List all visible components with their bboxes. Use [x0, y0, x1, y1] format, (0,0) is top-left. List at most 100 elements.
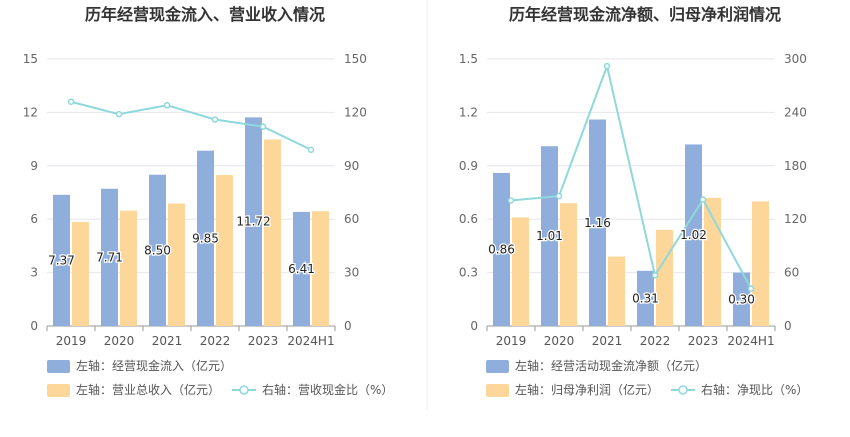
- y-left-tick-label: 9: [30, 159, 38, 173]
- ratio-point: [651, 272, 659, 279]
- bar-net-cashflow: [685, 144, 702, 326]
- y-left-tick-label: 0.9: [459, 159, 478, 173]
- y-right-tick-label: 0: [344, 319, 352, 333]
- y-right-tick-label: 180: [784, 159, 807, 173]
- bar-data-label: 8.50: [144, 243, 171, 257]
- x-tick-label: 2023: [688, 334, 719, 348]
- y-left-tick-label: 1.2: [459, 105, 478, 119]
- bar-revenue: [72, 221, 89, 326]
- y-left-tick-label: 12: [23, 105, 38, 119]
- x-tick-label: 2024H1: [727, 334, 774, 348]
- bar-data-label: 0.30: [728, 292, 755, 306]
- bar-revenue: [168, 203, 185, 326]
- y-right-tick-label: 90: [344, 159, 359, 173]
- x-tick-label: 2022: [200, 334, 231, 348]
- x-tick-label: 2019: [56, 334, 87, 348]
- y-left-tick-label: 3: [30, 266, 38, 280]
- ratio-point: [67, 98, 75, 105]
- bar-data-label: 1.01: [536, 229, 563, 243]
- ratio-point: [163, 102, 171, 109]
- ratio-point: [211, 116, 219, 123]
- bar-net-cashflow: [541, 146, 558, 326]
- y-right-tick-label: 300: [784, 52, 807, 66]
- ratio-point: [507, 197, 515, 204]
- bar-data-label: 1.16: [584, 216, 611, 230]
- bar-cash-inflow: [149, 174, 166, 326]
- bar-cash-inflow: [293, 211, 310, 326]
- y-left-tick-label: 0: [470, 319, 478, 333]
- bar-data-label: 7.37: [48, 253, 75, 267]
- bar-data-label: 0.86: [488, 242, 515, 256]
- chart-net-cashflow-profit: 历年经营现金流净额、归母净利润情况 0 0.3 0.6 0.9 1.2 1.5 0 60 120 1…: [459, 5, 808, 397]
- bar-data-label: 6.41: [288, 262, 315, 276]
- ratio-point: [115, 110, 123, 118]
- ratio-point: [555, 192, 563, 200]
- bar-data-label: 11.72: [236, 215, 270, 229]
- legend-label: 右轴：净现比（%）: [701, 382, 808, 397]
- x-tick-label: 2020: [544, 334, 575, 348]
- bar-net-profit: [752, 201, 769, 326]
- bar-cash-inflow: [101, 188, 118, 326]
- legend-label: 左轴：归母净利润（亿元）: [515, 382, 659, 397]
- bar-revenue: [216, 175, 233, 326]
- x-tick-label: 2023: [248, 334, 279, 348]
- bar-net-profit: [656, 229, 673, 326]
- legend-swatch-marker: [239, 385, 249, 395]
- legend-swatch-bar: [486, 360, 509, 373]
- x-tick-label: 2022: [640, 334, 671, 348]
- y-right-tick-label: 0: [784, 319, 792, 333]
- ratio-point: [699, 196, 707, 203]
- legend-label: 左轴：经营现金流入（亿元）: [76, 358, 232, 373]
- bar-net-cashflow: [733, 272, 750, 326]
- y-left-tick-label: 15: [23, 52, 38, 66]
- ratio-line: [70, 100, 312, 151]
- legend-label: 右轴：营收现金比（%）: [262, 382, 393, 397]
- bar-net-cashflow: [493, 172, 510, 326]
- bar-revenue: [264, 139, 281, 326]
- bar-net-profit: [704, 197, 721, 326]
- x-tick-label: 2020: [104, 334, 135, 348]
- x-tick-label: 2021: [152, 334, 183, 348]
- chart-title: 历年经营现金流入、营业收入情况: [85, 5, 325, 24]
- y-right-tick-label: 60: [784, 266, 799, 280]
- y-right-tick-label: 120: [784, 212, 807, 226]
- legend-swatch-bar: [47, 360, 70, 373]
- bar-data-label: 9.85: [192, 231, 219, 245]
- bar-revenue: [120, 210, 137, 326]
- ratio-point: [747, 285, 755, 292]
- legend-label: 左轴：营业总收入（亿元）: [76, 382, 220, 397]
- ratio-point: [259, 123, 267, 130]
- bar-net-cashflow: [589, 119, 606, 327]
- y-right-tick-label: 60: [344, 212, 359, 226]
- y-left-tick-label: 0.6: [459, 212, 478, 226]
- bar-net-profit: [560, 203, 577, 326]
- y-left-tick-label: 1.5: [459, 52, 478, 66]
- bar-cash-inflow: [197, 150, 214, 326]
- legend-swatch-bar: [486, 384, 509, 397]
- bar-net-profit: [608, 256, 625, 326]
- y-left-tick-label: 6: [30, 212, 38, 226]
- bar-net-cashflow: [637, 270, 654, 326]
- bar-net-profit: [512, 217, 529, 326]
- legend-label: 左轴：经营活动现金流净额（亿元）: [515, 358, 707, 373]
- y-left-tick-label: 0: [30, 319, 38, 333]
- y-right-tick-label: 120: [344, 105, 367, 119]
- legend-swatch-bar: [47, 384, 70, 397]
- bar-cash-inflow: [53, 194, 70, 326]
- chart-cash-inflow-revenue: 历年经营现金流入、营业收入情况0369121503060901201502019…: [23, 5, 393, 397]
- y-right-tick-label: 240: [784, 105, 807, 119]
- ratio-point: [603, 62, 611, 70]
- ratio-line: [510, 62, 752, 290]
- x-tick-label: 2019: [496, 334, 527, 348]
- y-right-tick-label: 150: [344, 52, 367, 66]
- legend-swatch-marker: [678, 385, 688, 395]
- ratio-point: [307, 146, 315, 154]
- chart-title: 历年经营现金流净额、归母净利润情况: [509, 5, 781, 24]
- bar-cash-inflow: [245, 117, 262, 326]
- bar-data-label: 0.31: [632, 291, 659, 305]
- bar-data-label: 7.71: [96, 250, 123, 264]
- x-tick-label: 2024H1: [287, 334, 334, 348]
- bar-revenue: [312, 211, 329, 326]
- y-right-tick-label: 30: [344, 266, 359, 280]
